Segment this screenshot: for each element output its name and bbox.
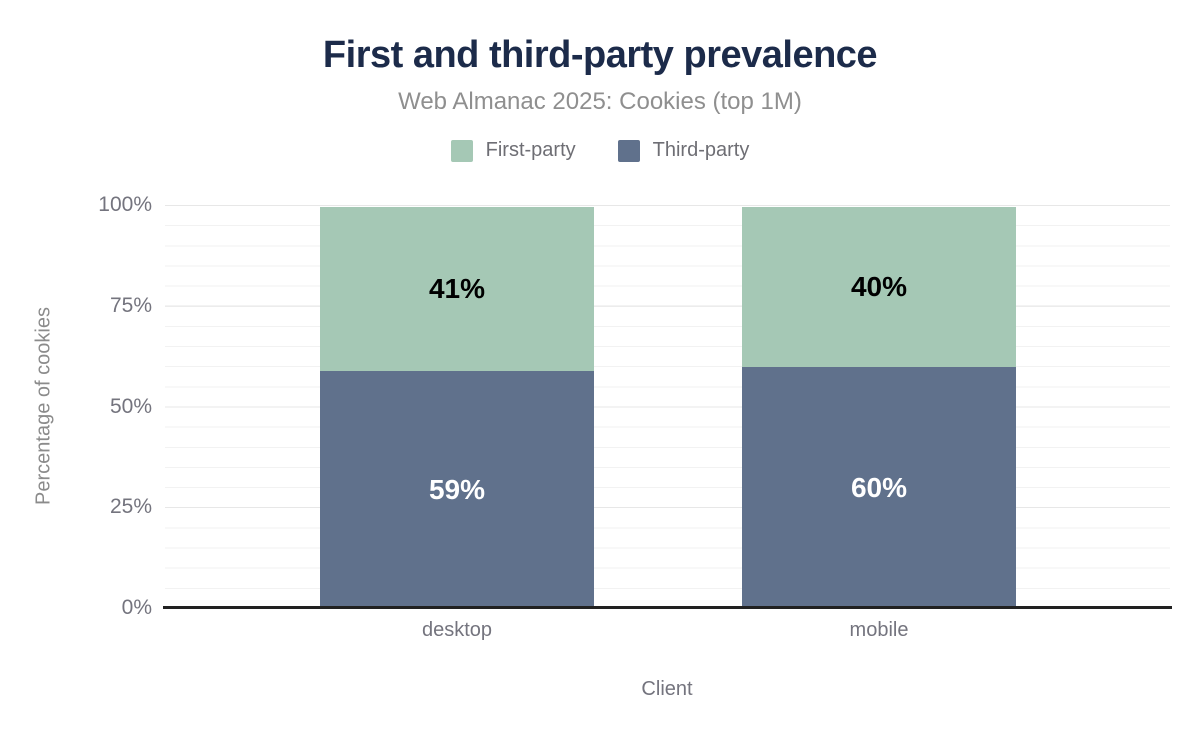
legend-swatch-third-party-icon (617, 139, 640, 162)
bar-desktop-first-party-value: 41% (428, 273, 486, 305)
legend-label-first-party: First-party (485, 139, 576, 161)
bar-mobile-first-party-segment: 40% (742, 207, 1016, 368)
x-tick-mobile: mobile (849, 619, 909, 641)
bar-mobile-first-party-value: 40% (850, 271, 908, 303)
legend: First-party Third-party (0, 139, 1200, 162)
bar-desktop-third-party-segment: 59% (320, 371, 594, 608)
bar-mobile-third-party-value: 60% (850, 471, 908, 503)
legend-swatch-first-party-icon (450, 139, 473, 162)
chart-title: First and third-party prevalence (322, 34, 878, 76)
legend-label-third-party: Third-party (652, 139, 750, 161)
bar-desktop: 41% 59% (320, 207, 594, 608)
bar-desktop-first-party-segment: 41% (320, 207, 594, 372)
x-axis-title: Client (641, 678, 693, 700)
plot-area: 100% 75% 50% 25% 0% 41% 59% 40% 60% desk… (98, 193, 1172, 641)
y-tick-50: 50% (109, 394, 152, 418)
bar-desktop-third-party-value: 59% (428, 473, 486, 505)
y-tick-100: 100% (98, 193, 152, 216)
legend-item-third-party: Third-party (617, 139, 750, 162)
x-axis-line (163, 606, 1172, 609)
x-tick-desktop: desktop (421, 619, 493, 641)
chart-subtitle: Web Almanac 2025: Cookies (top 1M) (398, 88, 802, 115)
y-tick-0: 0% (121, 596, 152, 619)
y-axis-title: Percentage of cookies (32, 307, 55, 505)
bar-mobile: 40% 60% (742, 207, 1016, 608)
legend-item-first-party: First-party (450, 139, 576, 162)
y-tick-25: 25% (109, 495, 152, 519)
y-tick-75: 75% (109, 293, 152, 317)
bar-mobile-third-party-segment: 60% (742, 367, 1016, 608)
